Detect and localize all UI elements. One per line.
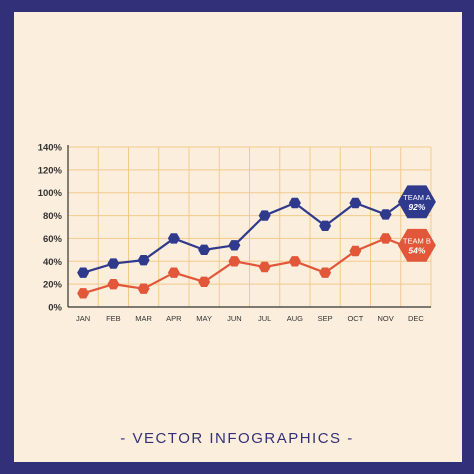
x-tick-label: DEC <box>408 314 424 323</box>
series-name: TEAM B <box>403 236 431 245</box>
data-point <box>349 245 362 257</box>
end-value-label: 92% <box>408 202 425 212</box>
x-tick-label: AUG <box>287 314 303 323</box>
data-point <box>167 267 180 278</box>
data-point <box>198 244 211 256</box>
x-tick-label: SEP <box>318 314 333 323</box>
data-point <box>349 197 362 209</box>
series-lines <box>77 197 404 299</box>
x-tick-label: FEB <box>106 314 121 323</box>
y-tick-label: 20% <box>43 280 63 291</box>
y-tick-label: 80% <box>43 211 63 222</box>
data-point <box>77 288 90 299</box>
y-tick-labels: 0% 20% 40% 60% 80% 100% 120% 140% <box>38 143 63 314</box>
x-tick-label: JUN <box>227 314 242 323</box>
data-point <box>228 240 241 251</box>
x-tick-label: NOV <box>377 314 393 323</box>
series-name: TEAM A <box>403 193 431 202</box>
end-label-badge <box>397 185 436 219</box>
data-point <box>107 258 120 269</box>
data-point <box>288 197 301 209</box>
data-point <box>258 261 271 273</box>
data-point <box>319 267 332 278</box>
data-point <box>288 256 301 267</box>
x-tick-labels: JAN FEB MAR APR MAY JUN JUL AUG SEP OCT NOV DEC <box>76 314 424 323</box>
x-tick-label: MAY <box>196 314 212 323</box>
y-tick-label: 40% <box>43 257 63 268</box>
grid-lines <box>68 146 432 307</box>
x-tick-label: MAR <box>135 314 152 323</box>
data-point <box>137 254 150 266</box>
x-tick-label: JUL <box>258 314 271 323</box>
y-tick-label: 100% <box>38 188 63 199</box>
end-label-badge <box>397 228 436 262</box>
x-tick-label: OCT <box>347 314 363 323</box>
x-tick-label: JAN <box>76 314 90 323</box>
y-tick-label: 0% <box>48 303 62 314</box>
footer-title: - VECTOR INFOGRAPHICS - <box>120 430 354 447</box>
data-point <box>107 278 120 290</box>
y-tick-label: 120% <box>38 165 63 176</box>
data-point <box>77 267 90 278</box>
data-point <box>319 220 332 232</box>
end-labels: TEAM A92% TEAM B54% <box>397 185 436 262</box>
end-value-label: 54% <box>408 245 425 255</box>
axes <box>67 145 431 308</box>
data-point <box>198 276 211 288</box>
data-point <box>228 256 241 267</box>
y-tick-label: 140% <box>38 143 63 154</box>
y-tick-label: 60% <box>43 234 63 245</box>
data-point <box>137 283 150 294</box>
data-point <box>167 233 180 244</box>
x-tick-label: APR <box>166 314 182 323</box>
data-point <box>258 210 271 221</box>
